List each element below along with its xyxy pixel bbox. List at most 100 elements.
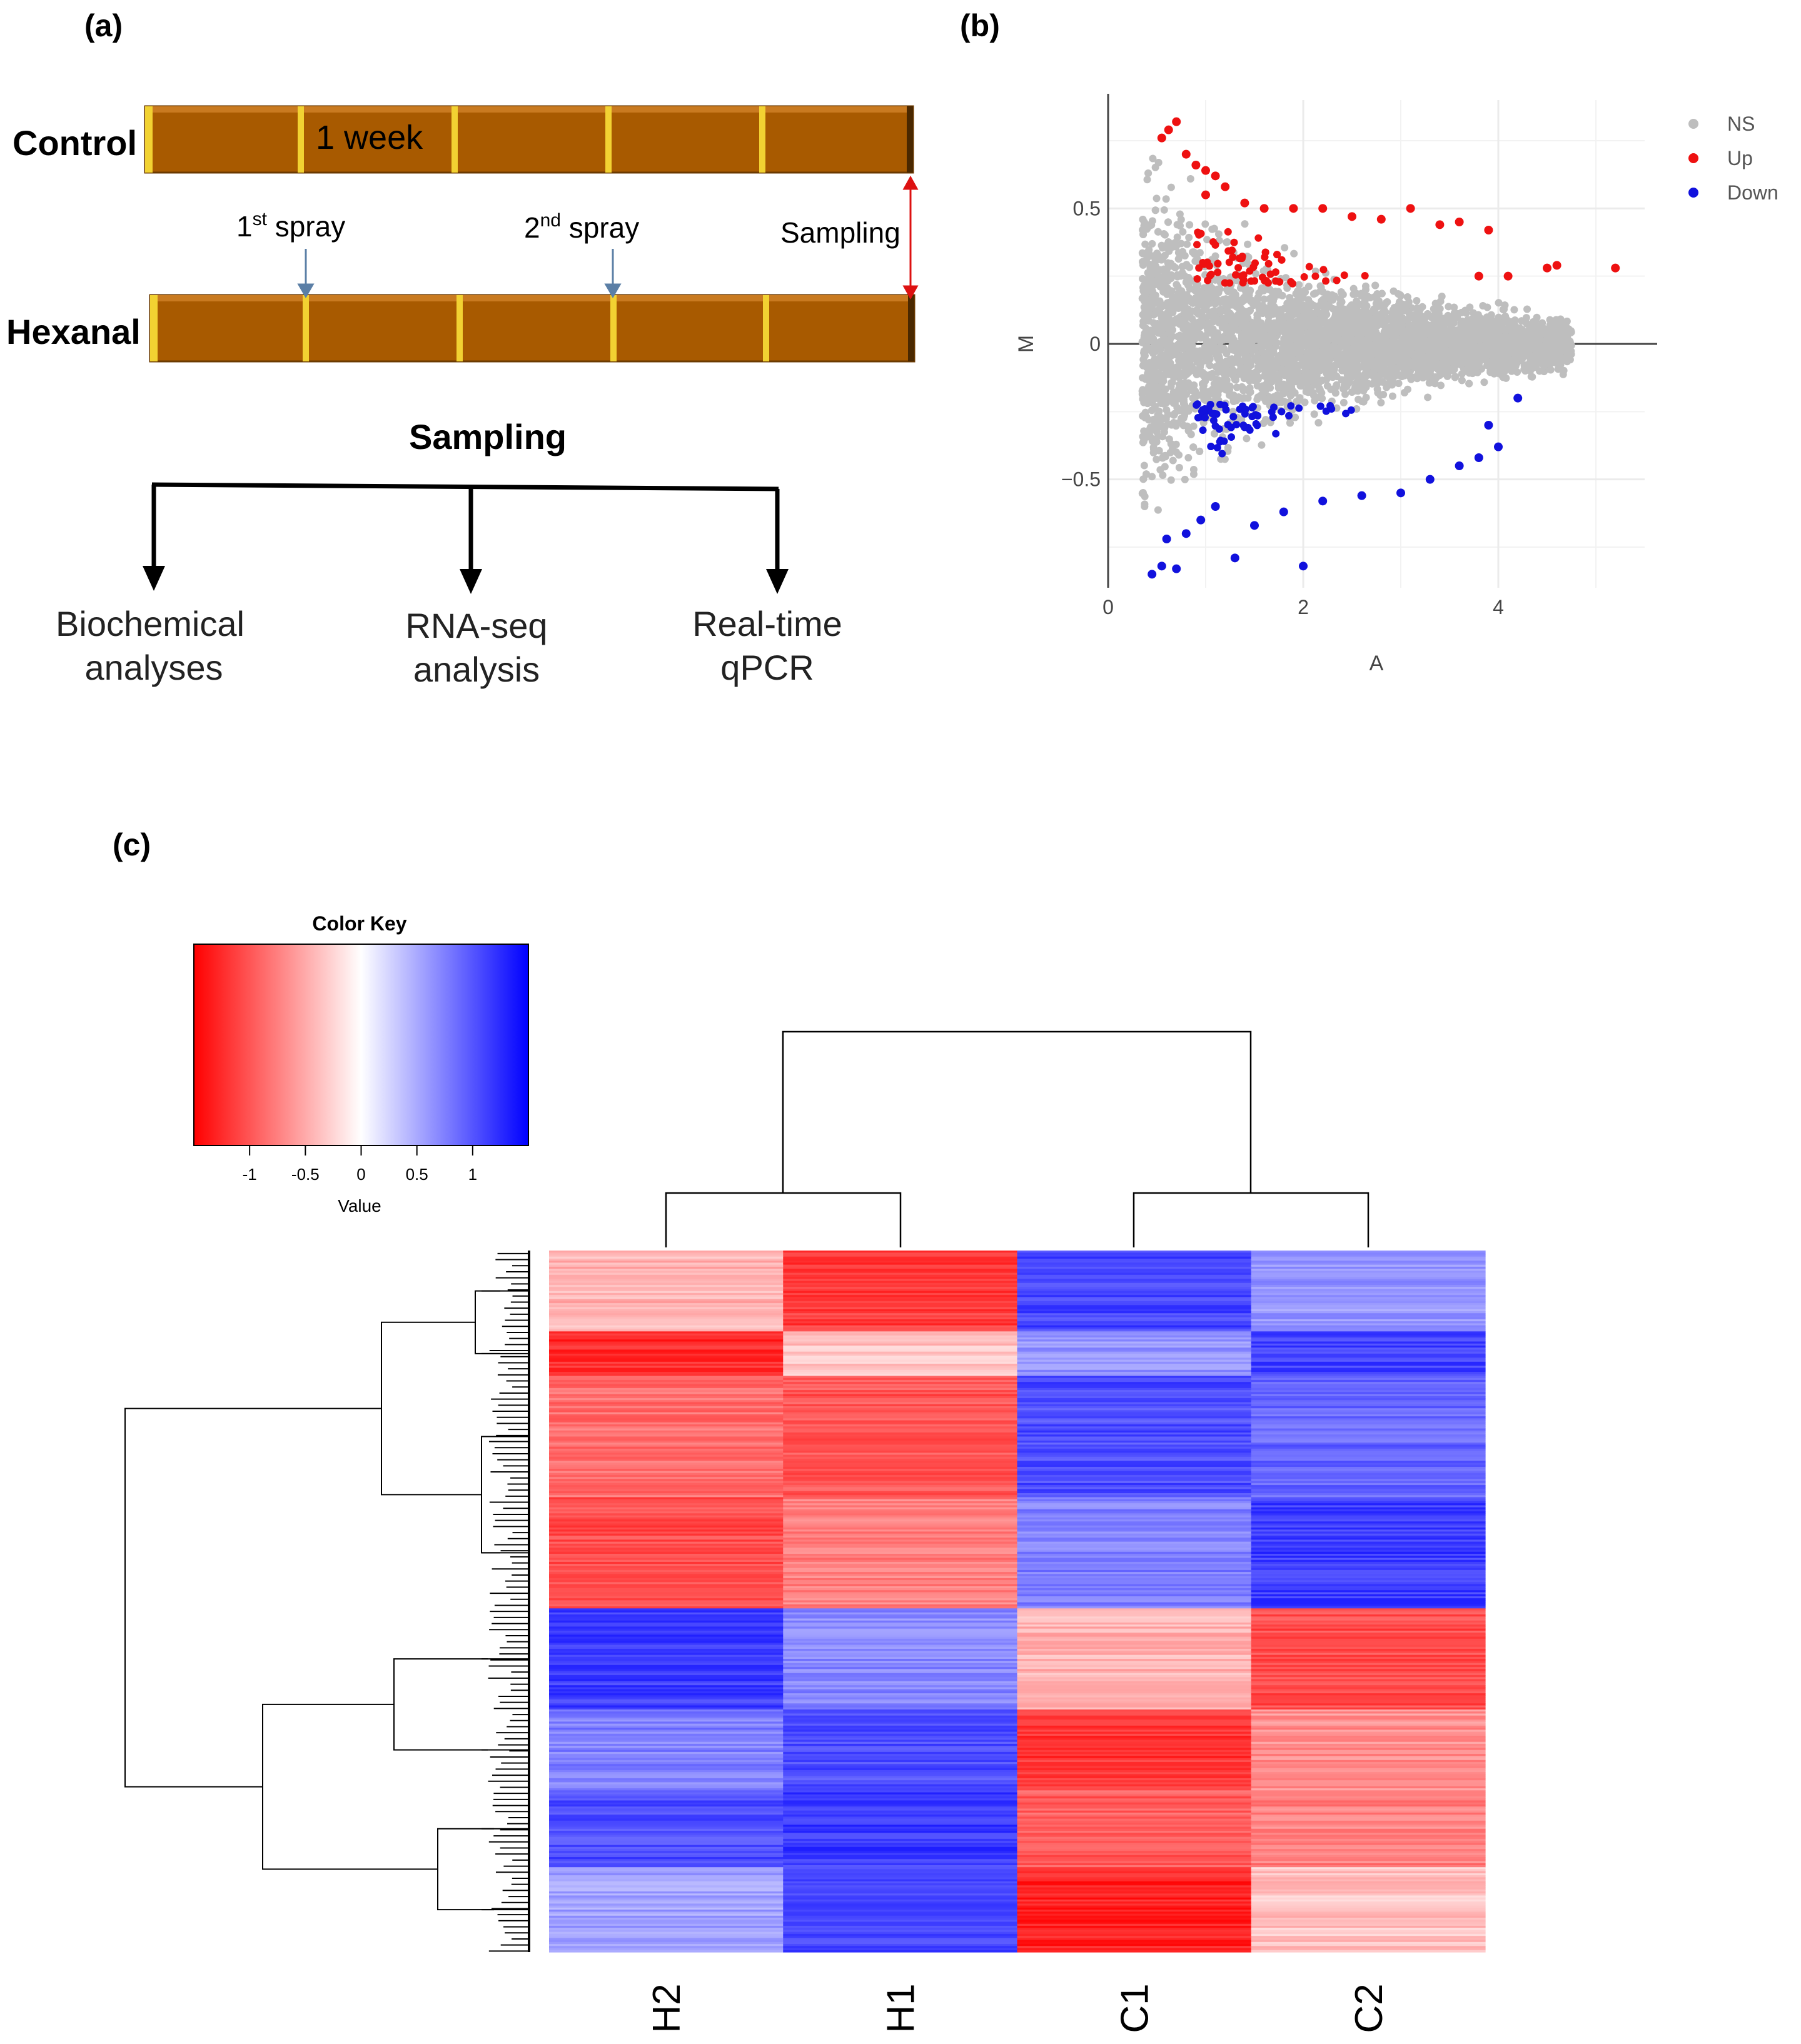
ma-point (1333, 381, 1341, 389)
ma-point (1538, 319, 1546, 327)
ma-point (1495, 366, 1503, 375)
ma-point (1165, 435, 1173, 443)
ma-point (1510, 306, 1518, 314)
ma-point (1349, 290, 1358, 298)
ma-point (1153, 455, 1161, 463)
ma-point (1141, 240, 1149, 248)
ma-point (1160, 206, 1168, 214)
ma-point (1543, 335, 1551, 343)
ma-point (1403, 361, 1411, 370)
x-axis-label: A (1370, 652, 1384, 675)
ma-point (1401, 306, 1409, 315)
ma-point (1139, 274, 1147, 283)
ma-point (1212, 363, 1220, 371)
ma-point (1370, 305, 1378, 313)
ma-point (1215, 383, 1223, 391)
ma-point (1169, 395, 1178, 403)
ma-point (1510, 334, 1518, 342)
sampling-double-arrow-icon (902, 175, 919, 300)
ma-point (1140, 461, 1148, 470)
ma-point (1164, 259, 1172, 267)
hexanal-timeline-bar (149, 294, 916, 363)
ma-point (1549, 328, 1557, 336)
ma-point (1162, 195, 1170, 203)
ma-point (1289, 311, 1298, 319)
ma-point (1201, 388, 1209, 396)
ma-point (1170, 411, 1178, 419)
ma-point (1155, 281, 1163, 289)
ma-point (1215, 343, 1223, 351)
ma-point (1174, 341, 1182, 349)
ma-point (1273, 326, 1281, 335)
ma-point (1142, 325, 1150, 333)
ma-point (1424, 328, 1432, 336)
ma-point (1224, 384, 1233, 392)
ma-point (1156, 466, 1164, 474)
ma-point (1341, 377, 1349, 385)
ma-point (1296, 348, 1304, 356)
ma-point (1383, 372, 1391, 380)
ma-point (1271, 365, 1279, 373)
ma-point (1376, 302, 1385, 310)
ma-point (1199, 380, 1207, 388)
ma-point (1414, 340, 1422, 348)
ma-point (1229, 322, 1238, 330)
ma-point (1396, 317, 1405, 325)
ma-point (1233, 383, 1241, 391)
ma-point (1144, 169, 1153, 178)
ma-point (1377, 371, 1385, 379)
ma-point (1293, 336, 1301, 345)
ma-point (1310, 410, 1318, 418)
ma-point (1438, 292, 1446, 300)
ma-point (1281, 385, 1289, 393)
ma-point (1139, 475, 1148, 483)
ma-point (1239, 386, 1248, 395)
ma-point (1164, 420, 1172, 428)
x-tick-label: 2 (1298, 596, 1309, 618)
ma-point (1466, 367, 1474, 375)
ma-point (1299, 293, 1307, 301)
ma-point (1244, 240, 1252, 248)
ma-point (1194, 310, 1202, 318)
ma-point (1223, 369, 1231, 377)
ma-point (1337, 352, 1345, 360)
ma-point (1160, 311, 1168, 320)
ma-point (1144, 317, 1153, 325)
ma-point (1148, 406, 1156, 415)
ma-point (1280, 305, 1288, 313)
ma-point (1361, 297, 1369, 305)
ma-point (1266, 384, 1274, 392)
ma-point (1473, 348, 1481, 356)
ma-point (1236, 296, 1244, 305)
ma-point (1361, 373, 1369, 381)
ma-point (1377, 310, 1385, 318)
ma-point (1358, 350, 1366, 358)
ma-point (1353, 322, 1361, 330)
ma-point (1266, 286, 1274, 294)
ma-point (1361, 324, 1370, 332)
ma-point (1192, 366, 1200, 374)
ma-point (1185, 233, 1193, 241)
ma-point (1139, 395, 1147, 403)
week-label: 1 week (316, 119, 423, 156)
ma-point (1324, 351, 1332, 360)
ma-point (1179, 421, 1188, 430)
ma-point (1193, 255, 1201, 263)
ma-point (1294, 396, 1303, 405)
ma-point (1184, 454, 1193, 462)
ma-point (1178, 289, 1186, 298)
ma-point (1321, 295, 1329, 303)
ma-point (1550, 336, 1558, 345)
ma-point (1198, 315, 1206, 323)
ma-point (1531, 316, 1540, 325)
ma-point (1175, 451, 1183, 459)
ma-point (1413, 297, 1421, 305)
sampling-heading: Sampling (409, 417, 567, 456)
ma-point (1457, 347, 1465, 355)
ma-point (1149, 154, 1157, 163)
ma-point (1144, 360, 1152, 368)
ma-point (1424, 310, 1432, 318)
ma-point (1164, 271, 1172, 279)
x-tick-label: 0 (1102, 596, 1114, 618)
ma-point (1230, 373, 1238, 381)
